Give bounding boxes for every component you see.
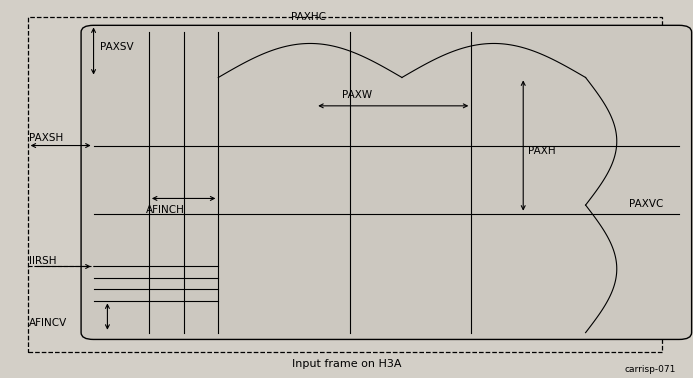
FancyBboxPatch shape <box>81 25 692 339</box>
Text: PAXH: PAXH <box>528 146 556 156</box>
Text: PAXSV: PAXSV <box>100 42 134 52</box>
Text: PAXW: PAXW <box>342 90 372 100</box>
Text: carrisp-071: carrisp-071 <box>624 365 676 374</box>
Text: AFINCV: AFINCV <box>29 318 67 328</box>
Text: PAXHC: PAXHC <box>291 12 326 22</box>
Text: PAXVC: PAXVC <box>629 199 664 209</box>
Text: AFINCH: AFINCH <box>146 205 184 215</box>
Text: Input frame on H3A: Input frame on H3A <box>292 359 401 369</box>
Text: PAXSH: PAXSH <box>29 133 63 143</box>
Text: IIRSH: IIRSH <box>29 256 57 266</box>
